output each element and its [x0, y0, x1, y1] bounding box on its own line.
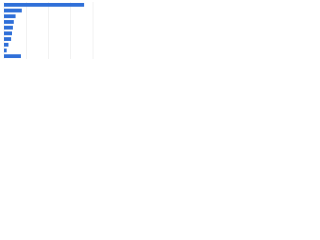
bar [4, 25, 13, 30]
page: {"chart_data": {"type": "bar", "orientat… [0, 0, 100, 71]
bar [4, 8, 22, 13]
bar [4, 14, 16, 19]
bar [4, 54, 21, 59]
bar [4, 48, 7, 53]
bar [4, 2, 85, 7]
chart [3, 2, 94, 59]
bar [4, 31, 13, 36]
bar [4, 42, 9, 47]
bar [4, 37, 12, 41]
bar [4, 20, 14, 24]
